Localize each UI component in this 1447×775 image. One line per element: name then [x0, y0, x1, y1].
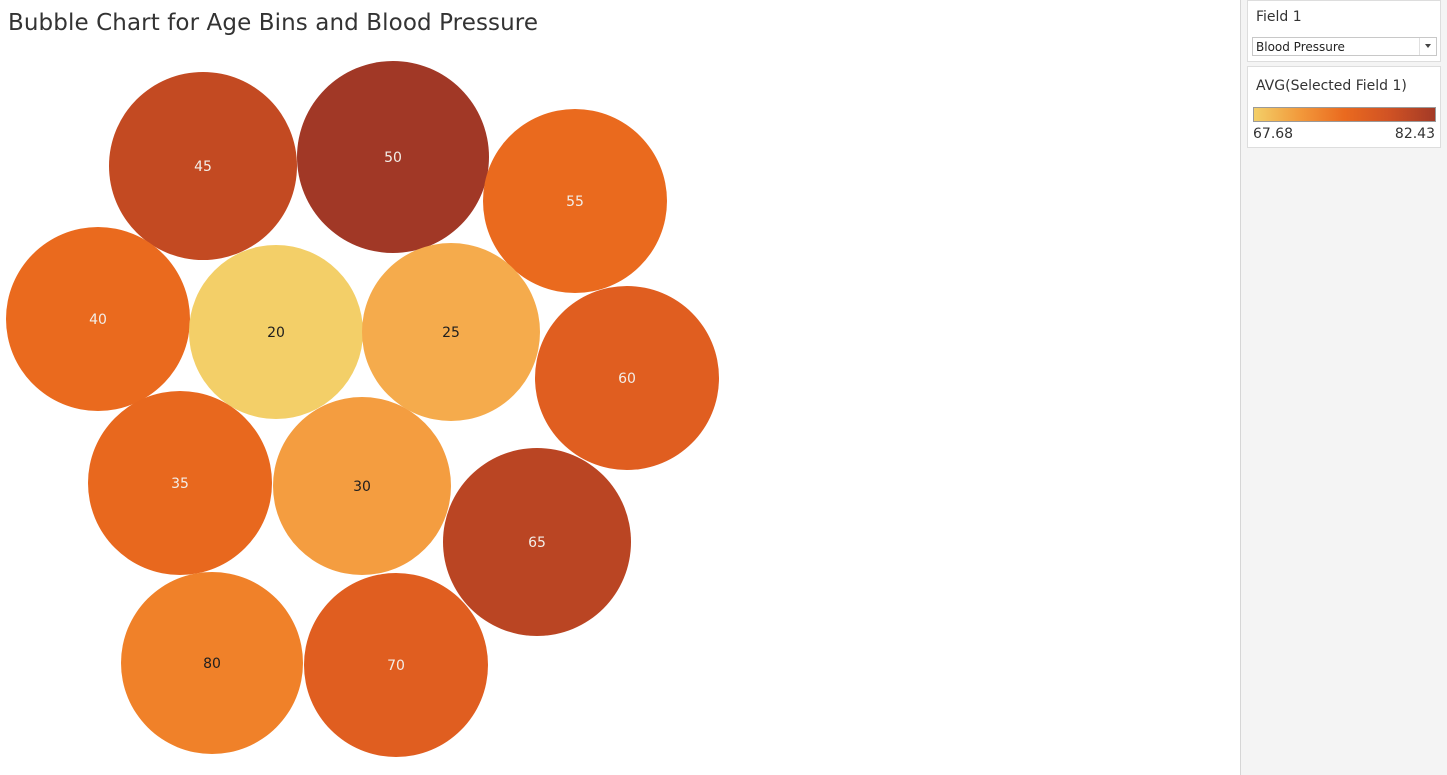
color-legend-card: AVG(Selected Field 1) 67.68 82.43 [1247, 66, 1441, 148]
bubble-label-age-80: 80 [203, 656, 221, 672]
color-legend-max: 82.43 [1394, 126, 1435, 142]
field-select-dropdown[interactable]: Blood Pressure [1252, 37, 1437, 56]
bubble-age-65[interactable] [443, 448, 631, 636]
field-filter-label: Field 1 [1256, 9, 1302, 25]
bubble-age-80[interactable] [121, 572, 303, 754]
color-legend-title: AVG(Selected Field 1) [1256, 78, 1407, 94]
bubble-age-40[interactable] [6, 227, 190, 411]
field-filter-card: Field 1 Blood Pressure [1247, 0, 1441, 62]
chart-title: Bubble Chart for Age Bins and Blood Pres… [8, 10, 539, 36]
field-select-value: Blood Pressure [1256, 40, 1345, 54]
bubble-label-age-65: 65 [528, 535, 546, 551]
bubble-age-35[interactable] [88, 391, 272, 575]
chevron-down-icon[interactable] [1419, 38, 1436, 55]
bubble-age-50[interactable] [297, 61, 489, 253]
bubble-label-age-55: 55 [566, 194, 584, 210]
bubble-age-20[interactable] [189, 245, 363, 419]
bubble-age-45[interactable] [109, 72, 297, 260]
bubble-label-age-20: 20 [267, 325, 285, 341]
bubble-age-25[interactable] [362, 243, 540, 421]
bubble-chart: 45 50 55 40 20 25 60 35 30 65 80 70 [6, 61, 719, 757]
color-legend-ramp [1253, 107, 1436, 122]
bubble-age-55[interactable] [483, 109, 667, 293]
bubble-label-age-40: 40 [89, 312, 107, 328]
bubble-age-70[interactable] [304, 573, 488, 757]
bubble-label-age-30: 30 [353, 479, 371, 495]
bubble-age-60[interactable] [535, 286, 719, 470]
bubble-label-age-45: 45 [194, 159, 212, 175]
bubble-label-age-35: 35 [171, 476, 189, 492]
color-legend-min: 67.68 [1253, 126, 1294, 142]
side-panel: Field 1 Blood Pressure AVG(Selected Fiel… [1240, 0, 1447, 775]
bubble-label-age-25: 25 [442, 325, 460, 341]
bubble-label-age-60: 60 [618, 371, 636, 387]
bubble-age-30[interactable] [273, 397, 451, 575]
bubble-label-age-50: 50 [384, 150, 402, 166]
bubble-label-age-70: 70 [387, 658, 405, 674]
